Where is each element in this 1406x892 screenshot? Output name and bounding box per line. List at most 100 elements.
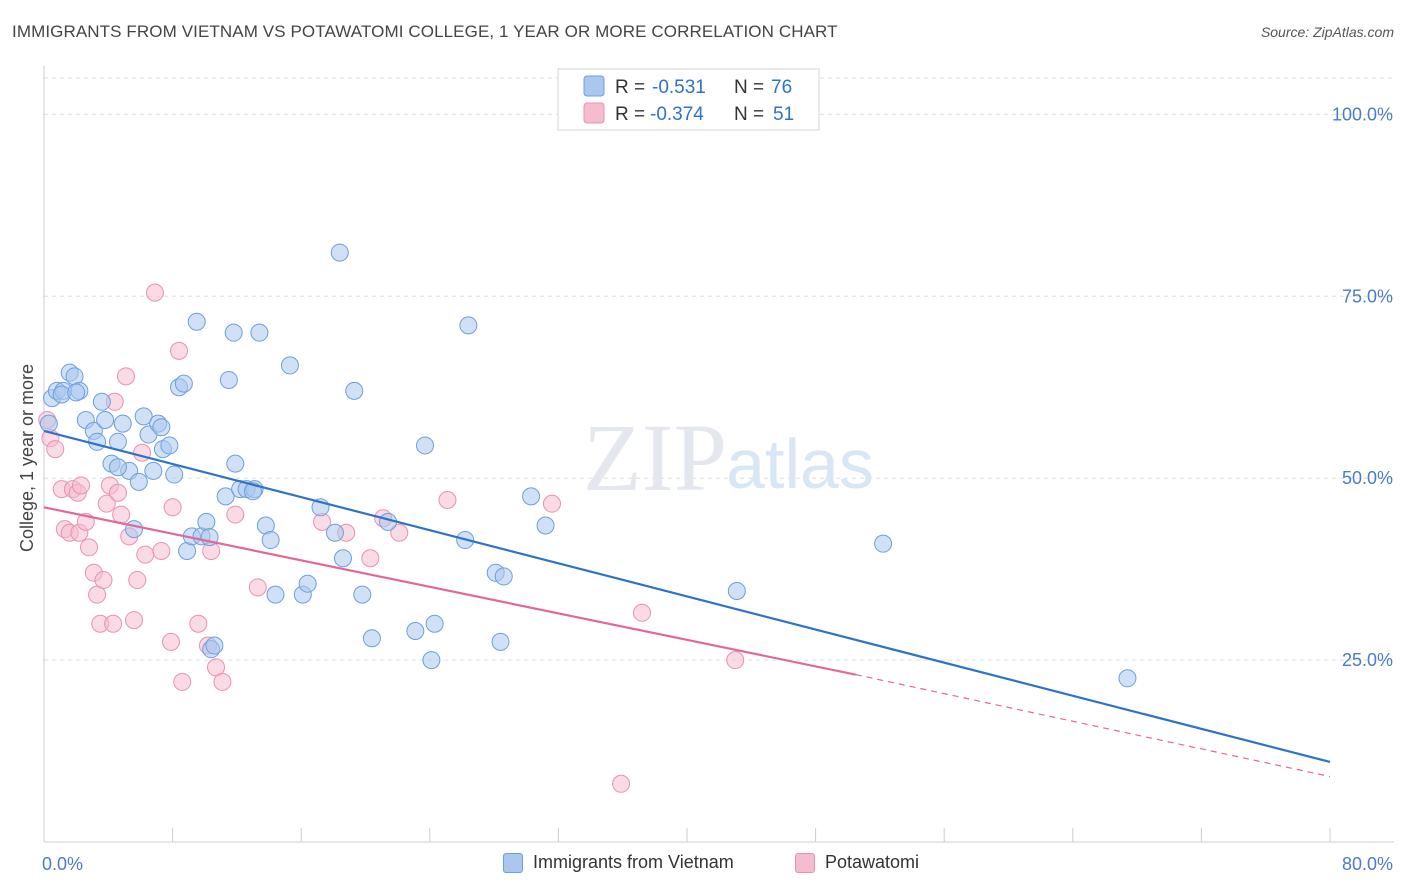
potawatomi-point-21 — [112, 505, 131, 524]
vietnam-point-8 — [88, 432, 107, 451]
vietnam-point-19 — [144, 461, 163, 480]
potawatomi-trend-extension — [855, 674, 1331, 778]
potawatomi-point-22 — [116, 367, 135, 386]
y-tick-labels: 25.0% 50.0% 75.0% 100.0% — [1332, 104, 1393, 670]
potawatomi-point-20 — [108, 483, 127, 502]
vietnam-point-23 — [165, 465, 184, 484]
legend-top-r-label-blue: R = — [615, 77, 645, 98]
vietnam-point-9 — [92, 392, 111, 411]
vietnam-point-34 — [219, 370, 238, 389]
potawatomi-point-50 — [726, 651, 745, 670]
watermark-zip: ZIP — [583, 404, 727, 511]
potawatomi-point-40 — [248, 578, 267, 597]
potawatomi-point-11 — [80, 538, 99, 557]
vietnam-point-66 — [727, 581, 746, 600]
vietnam-trend-line — [43, 429, 1331, 764]
chart-title: IMMIGRANTS FROM VIETNAM VS POTAWATOMI CO… — [12, 22, 838, 41]
legend-top-n-label-pink: N = — [734, 104, 764, 125]
y-tick-label-1: 50.0% — [1342, 468, 1393, 488]
potawatomi-point-25 — [128, 571, 147, 590]
vietnam-point-50 — [333, 549, 352, 568]
vietnam-point-22 — [160, 436, 179, 455]
vietnam-point-62 — [491, 632, 510, 651]
source-label: Source: ZipAtlas.com — [1260, 24, 1394, 40]
legend-bottom: Immigrants from Vietnam Potawatomi — [0, 852, 1406, 878]
vietnam-point-58 — [425, 614, 444, 633]
series-potawatomi-points — [38, 283, 745, 793]
vietnam-point-53 — [362, 629, 381, 648]
legend-label-potawatomi: Potawatomi — [825, 852, 920, 872]
vietnam-point-57 — [422, 651, 441, 670]
potawatomi-point-24 — [125, 611, 144, 630]
trend-lines — [43, 429, 1331, 778]
vietnam-point-65 — [536, 516, 555, 535]
vietnam-point-60 — [459, 316, 478, 335]
potawatomi-point-29 — [152, 541, 171, 560]
vietnam-point-55 — [406, 621, 425, 640]
potawatomi-point-45 — [390, 523, 409, 542]
legend-item-potawatomi: Potawatomi — [795, 852, 919, 873]
vietnam-point-36 — [226, 454, 245, 473]
legend-swatch-vietnam — [503, 852, 523, 873]
vietnam-point-40 — [250, 323, 269, 342]
potawatomi-point-38 — [213, 672, 232, 691]
vietnam-point-56 — [415, 436, 434, 455]
potawatomi-point-39 — [226, 505, 245, 524]
vietnam-point-52 — [353, 585, 372, 604]
vietnam-point-43 — [266, 585, 285, 604]
vietnam-point-25 — [174, 374, 193, 393]
vietnam-point-16 — [129, 472, 148, 491]
potawatomi-point-15 — [94, 571, 113, 590]
legend-swatch-potawatomi — [795, 852, 815, 873]
potawatomi-point-18 — [104, 614, 123, 633]
potawatomi-point-9 — [71, 476, 90, 495]
y-tick-label-2: 75.0% — [1342, 286, 1393, 306]
legend-label-vietnam: Immigrants from Vietnam — [533, 852, 734, 872]
potawatomi-point-47 — [542, 494, 561, 513]
vietnam-point-75 — [243, 482, 262, 501]
vietnam-point-17 — [134, 407, 153, 426]
y-tick-label-0: 25.0% — [1342, 650, 1393, 670]
vietnam-point-42 — [261, 531, 280, 550]
potawatomi-point-46 — [438, 491, 457, 510]
vietnam-point-46 — [298, 574, 317, 593]
vietnam-point-30 — [197, 512, 216, 531]
y-axis-label: College, 1 year or more — [17, 364, 37, 552]
vietnam-point-68 — [1118, 669, 1137, 688]
vietnam-point-13 — [113, 414, 132, 433]
vietnam-point-15 — [125, 520, 144, 539]
potawatomi-point-27 — [136, 545, 155, 564]
vietnam-point-67 — [874, 534, 893, 553]
vietnam-point-51 — [345, 381, 364, 400]
watermark-atlas: atlas — [726, 425, 874, 503]
potawatomi-point-31 — [163, 498, 182, 517]
potawatomi-point-33 — [173, 672, 192, 691]
potawatomi-point-28 — [145, 283, 164, 302]
x-tick-label-1: 80.0% — [1342, 854, 1393, 874]
legend-top-n-value-blue: 76 — [771, 77, 792, 98]
legend-top: R = -0.531 N = 76 R = -0.374 N = 51 — [557, 68, 820, 131]
legend-top-swatch-pink — [583, 102, 605, 124]
vietnam-point-32 — [205, 636, 224, 655]
axes — [43, 66, 1394, 843]
vietnam-point-64 — [522, 487, 541, 506]
vietnam-point-44 — [280, 356, 299, 375]
legend-top-swatch-blue — [583, 75, 605, 97]
legend-top-r-label-pink: R = — [615, 104, 645, 125]
legend-top-r-value-blue: -0.531 — [652, 77, 706, 98]
vietnam-point-71 — [67, 383, 86, 402]
x-tick-label-0: 0.0% — [42, 854, 83, 874]
vietnam-point-10 — [96, 410, 115, 429]
x-tick-labels: 0.0% 80.0% — [42, 854, 1393, 874]
potawatomi-point-30 — [161, 632, 180, 651]
legend-item-vietnam: Immigrants from Vietnam — [503, 852, 734, 873]
vietnam-point-35 — [224, 323, 243, 342]
vietnam-point-69 — [39, 414, 58, 433]
legend-top-r-value-pink: -0.374 — [650, 104, 704, 125]
legend-top-n-label-blue: N = — [734, 77, 764, 98]
vietnam-point-28 — [187, 312, 206, 331]
potawatomi-point-48 — [612, 774, 631, 793]
y-tick-label-3: 100.0% — [1332, 104, 1393, 124]
legend-top-n-value-pink: 51 — [773, 104, 794, 125]
